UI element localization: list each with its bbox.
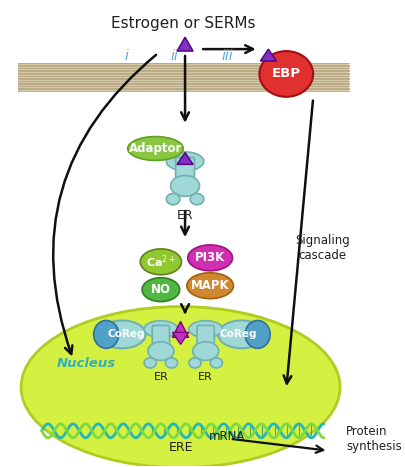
- Ellipse shape: [144, 321, 177, 338]
- Ellipse shape: [188, 358, 200, 368]
- FancyBboxPatch shape: [196, 325, 214, 345]
- Text: MAPK: MAPK: [190, 279, 229, 292]
- Text: mRNA: mRNA: [209, 430, 245, 443]
- Ellipse shape: [217, 320, 264, 348]
- Text: ERE: ERE: [168, 441, 192, 454]
- Text: ER: ER: [176, 209, 193, 222]
- Text: Ca$^{2+}$: Ca$^{2+}$: [145, 254, 175, 270]
- Ellipse shape: [188, 321, 222, 338]
- Text: CoReg: CoReg: [107, 329, 144, 340]
- Text: ER: ER: [153, 372, 168, 382]
- Text: Signaling
cascade: Signaling cascade: [294, 234, 349, 262]
- Polygon shape: [260, 49, 276, 61]
- Text: Nucleus: Nucleus: [57, 357, 116, 370]
- Ellipse shape: [99, 320, 145, 348]
- Ellipse shape: [147, 342, 173, 361]
- Text: NO: NO: [151, 283, 171, 296]
- Polygon shape: [177, 37, 193, 51]
- Text: PI3K: PI3K: [194, 251, 225, 264]
- Ellipse shape: [170, 176, 199, 196]
- Ellipse shape: [187, 245, 232, 271]
- Polygon shape: [172, 321, 188, 337]
- Ellipse shape: [259, 51, 312, 97]
- Bar: [17, 63, 348, 91]
- Ellipse shape: [210, 358, 222, 368]
- Text: iii: iii: [221, 49, 232, 63]
- Text: Protein
synthesis: Protein synthesis: [345, 425, 401, 453]
- Text: Adaptor: Adaptor: [128, 142, 182, 155]
- Text: i: i: [125, 49, 128, 63]
- Ellipse shape: [190, 193, 203, 205]
- Ellipse shape: [166, 193, 179, 205]
- Ellipse shape: [165, 358, 177, 368]
- Polygon shape: [177, 153, 193, 164]
- Ellipse shape: [192, 342, 218, 361]
- Text: ER: ER: [198, 372, 213, 382]
- Text: CoReg: CoReg: [219, 329, 256, 340]
- FancyBboxPatch shape: [175, 157, 194, 178]
- Ellipse shape: [144, 358, 156, 368]
- Text: EBP: EBP: [271, 67, 300, 80]
- Text: Estrogen or SERMs: Estrogen or SERMs: [111, 16, 255, 31]
- Ellipse shape: [21, 306, 339, 467]
- Ellipse shape: [166, 152, 203, 171]
- FancyBboxPatch shape: [152, 325, 169, 345]
- Ellipse shape: [140, 249, 181, 275]
- Ellipse shape: [128, 136, 183, 161]
- Circle shape: [245, 320, 269, 348]
- Circle shape: [94, 320, 119, 348]
- Ellipse shape: [186, 273, 233, 298]
- Text: ii: ii: [170, 49, 178, 63]
- Ellipse shape: [142, 278, 179, 302]
- Polygon shape: [172, 333, 188, 344]
